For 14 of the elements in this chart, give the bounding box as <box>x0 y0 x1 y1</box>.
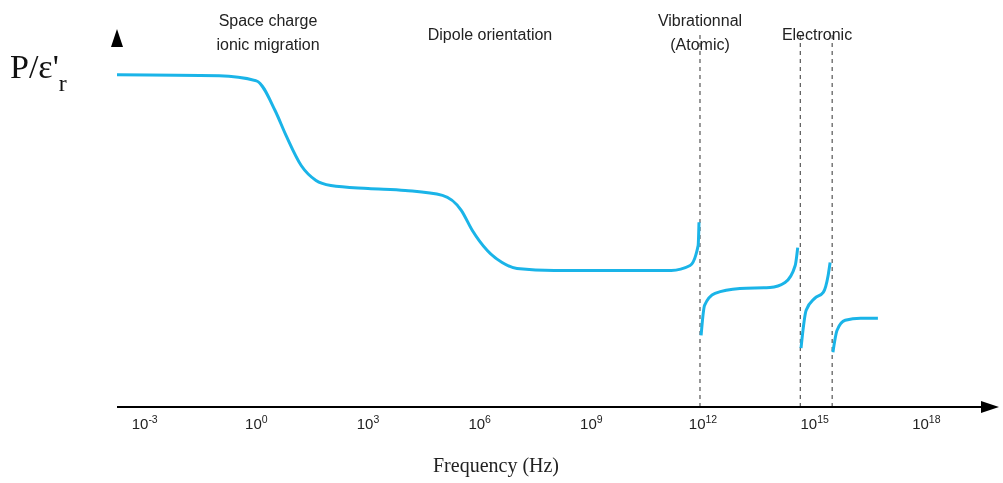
x-axis-title: Frequency (Hz) <box>432 454 560 477</box>
x-tick-label: 10$^{9}$ <box>580 413 603 432</box>
text: Electronic <box>781 26 853 43</box>
x-tick-label: 10$^{6}$ <box>468 413 492 432</box>
y-axis-title: P/ε'$_{r}$ <box>10 48 67 96</box>
x-tick-label: 10$^{0}$ <box>245 413 268 432</box>
x-tick-label: 10$^{12}$ <box>688 413 718 432</box>
text: Vibrationnal (Atomic) <box>657 12 743 53</box>
x-tick-label: 10$^{18}$ <box>912 413 941 432</box>
x-tick-label: 10$^{15}$ <box>800 413 830 432</box>
x-tick-label: 10$^{3}$ <box>356 413 380 432</box>
text: Dipole orientation <box>427 26 553 43</box>
x-tick-label: 10$^{-3}$ <box>131 413 158 432</box>
text: Space charge ionic migration <box>216 12 320 53</box>
